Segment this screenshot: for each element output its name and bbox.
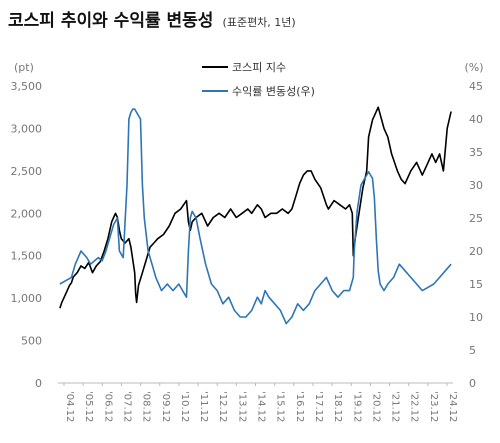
x-tick-label: '18.12 [332,391,343,422]
x-tick-label: '04.12 [64,391,75,422]
y-right-tick-label: 10 [469,311,483,324]
x-tick-label: '23.12 [428,391,439,422]
y-left-tick-label: 3,000 [11,122,43,135]
kospi-index-line [59,106,452,309]
x-tick-label: '17.12 [313,391,324,422]
y-right-tick-label: 15 [469,278,483,291]
x-tick-label: '05.12 [83,391,94,422]
x-tick-label: '21.12 [390,391,401,422]
y-right-unit: (%) [464,61,483,74]
y-right-tick-label: 40 [469,113,483,126]
chart-title-main: 코스피 추이와 수익률 변동성 [8,11,214,31]
y-left-tick-label: 3,500 [11,80,43,93]
y-left-tick-label: 500 [21,335,42,348]
chart-title: 코스피 추이와 수익률 변동성 (표준편차, 1년) [8,6,296,31]
y-right-tick-label: 25 [469,212,483,225]
y-right-tick-label: 20 [469,245,483,258]
legend-kospi-label: 코스피 지수 [232,61,286,74]
x-tick-label: '09.12 [160,391,171,422]
x-tick-label: '20.12 [370,391,381,422]
y-left-tick-label: 1,000 [11,292,43,305]
y-right-tick-label: 35 [469,146,483,159]
x-tick-label: '10.12 [179,391,190,422]
x-tick-label: '15.12 [275,391,286,422]
x-tick-label: '13.12 [236,391,247,422]
y-left-tick-label: 0 [35,377,42,390]
y-right-tick-label: 30 [469,179,483,192]
y-right-tick-label: 45 [469,80,483,93]
x-tick-label: '07.12 [121,391,132,422]
chart-title-sub: (표준편차, 1년) [222,16,296,29]
y-right-tick-label: 0 [469,377,476,390]
y-left-tick-label: 1,500 [11,250,43,263]
x-tick-label: '12.12 [217,391,228,422]
x-tick-label: '16.12 [294,391,305,422]
x-tick-label: '08.12 [141,391,152,422]
volatility-line [59,108,452,325]
y-left-tick-label: 2,000 [11,207,43,220]
x-tick-label: '14.12 [256,391,267,422]
x-tick-label: '19.12 [351,391,362,422]
y-left-unit: (pt) [14,61,34,74]
legend-vol-label: 수익률 변동성(우) [232,85,315,98]
y-right-tick-label: 5 [469,344,476,357]
y-left-tick-label: 2,500 [11,165,43,178]
x-tick-label: '22.12 [409,391,420,422]
x-tick-label: '24.12 [447,391,458,422]
x-tick-label: '06.12 [102,391,113,422]
x-tick-label: '11.12 [198,391,209,422]
